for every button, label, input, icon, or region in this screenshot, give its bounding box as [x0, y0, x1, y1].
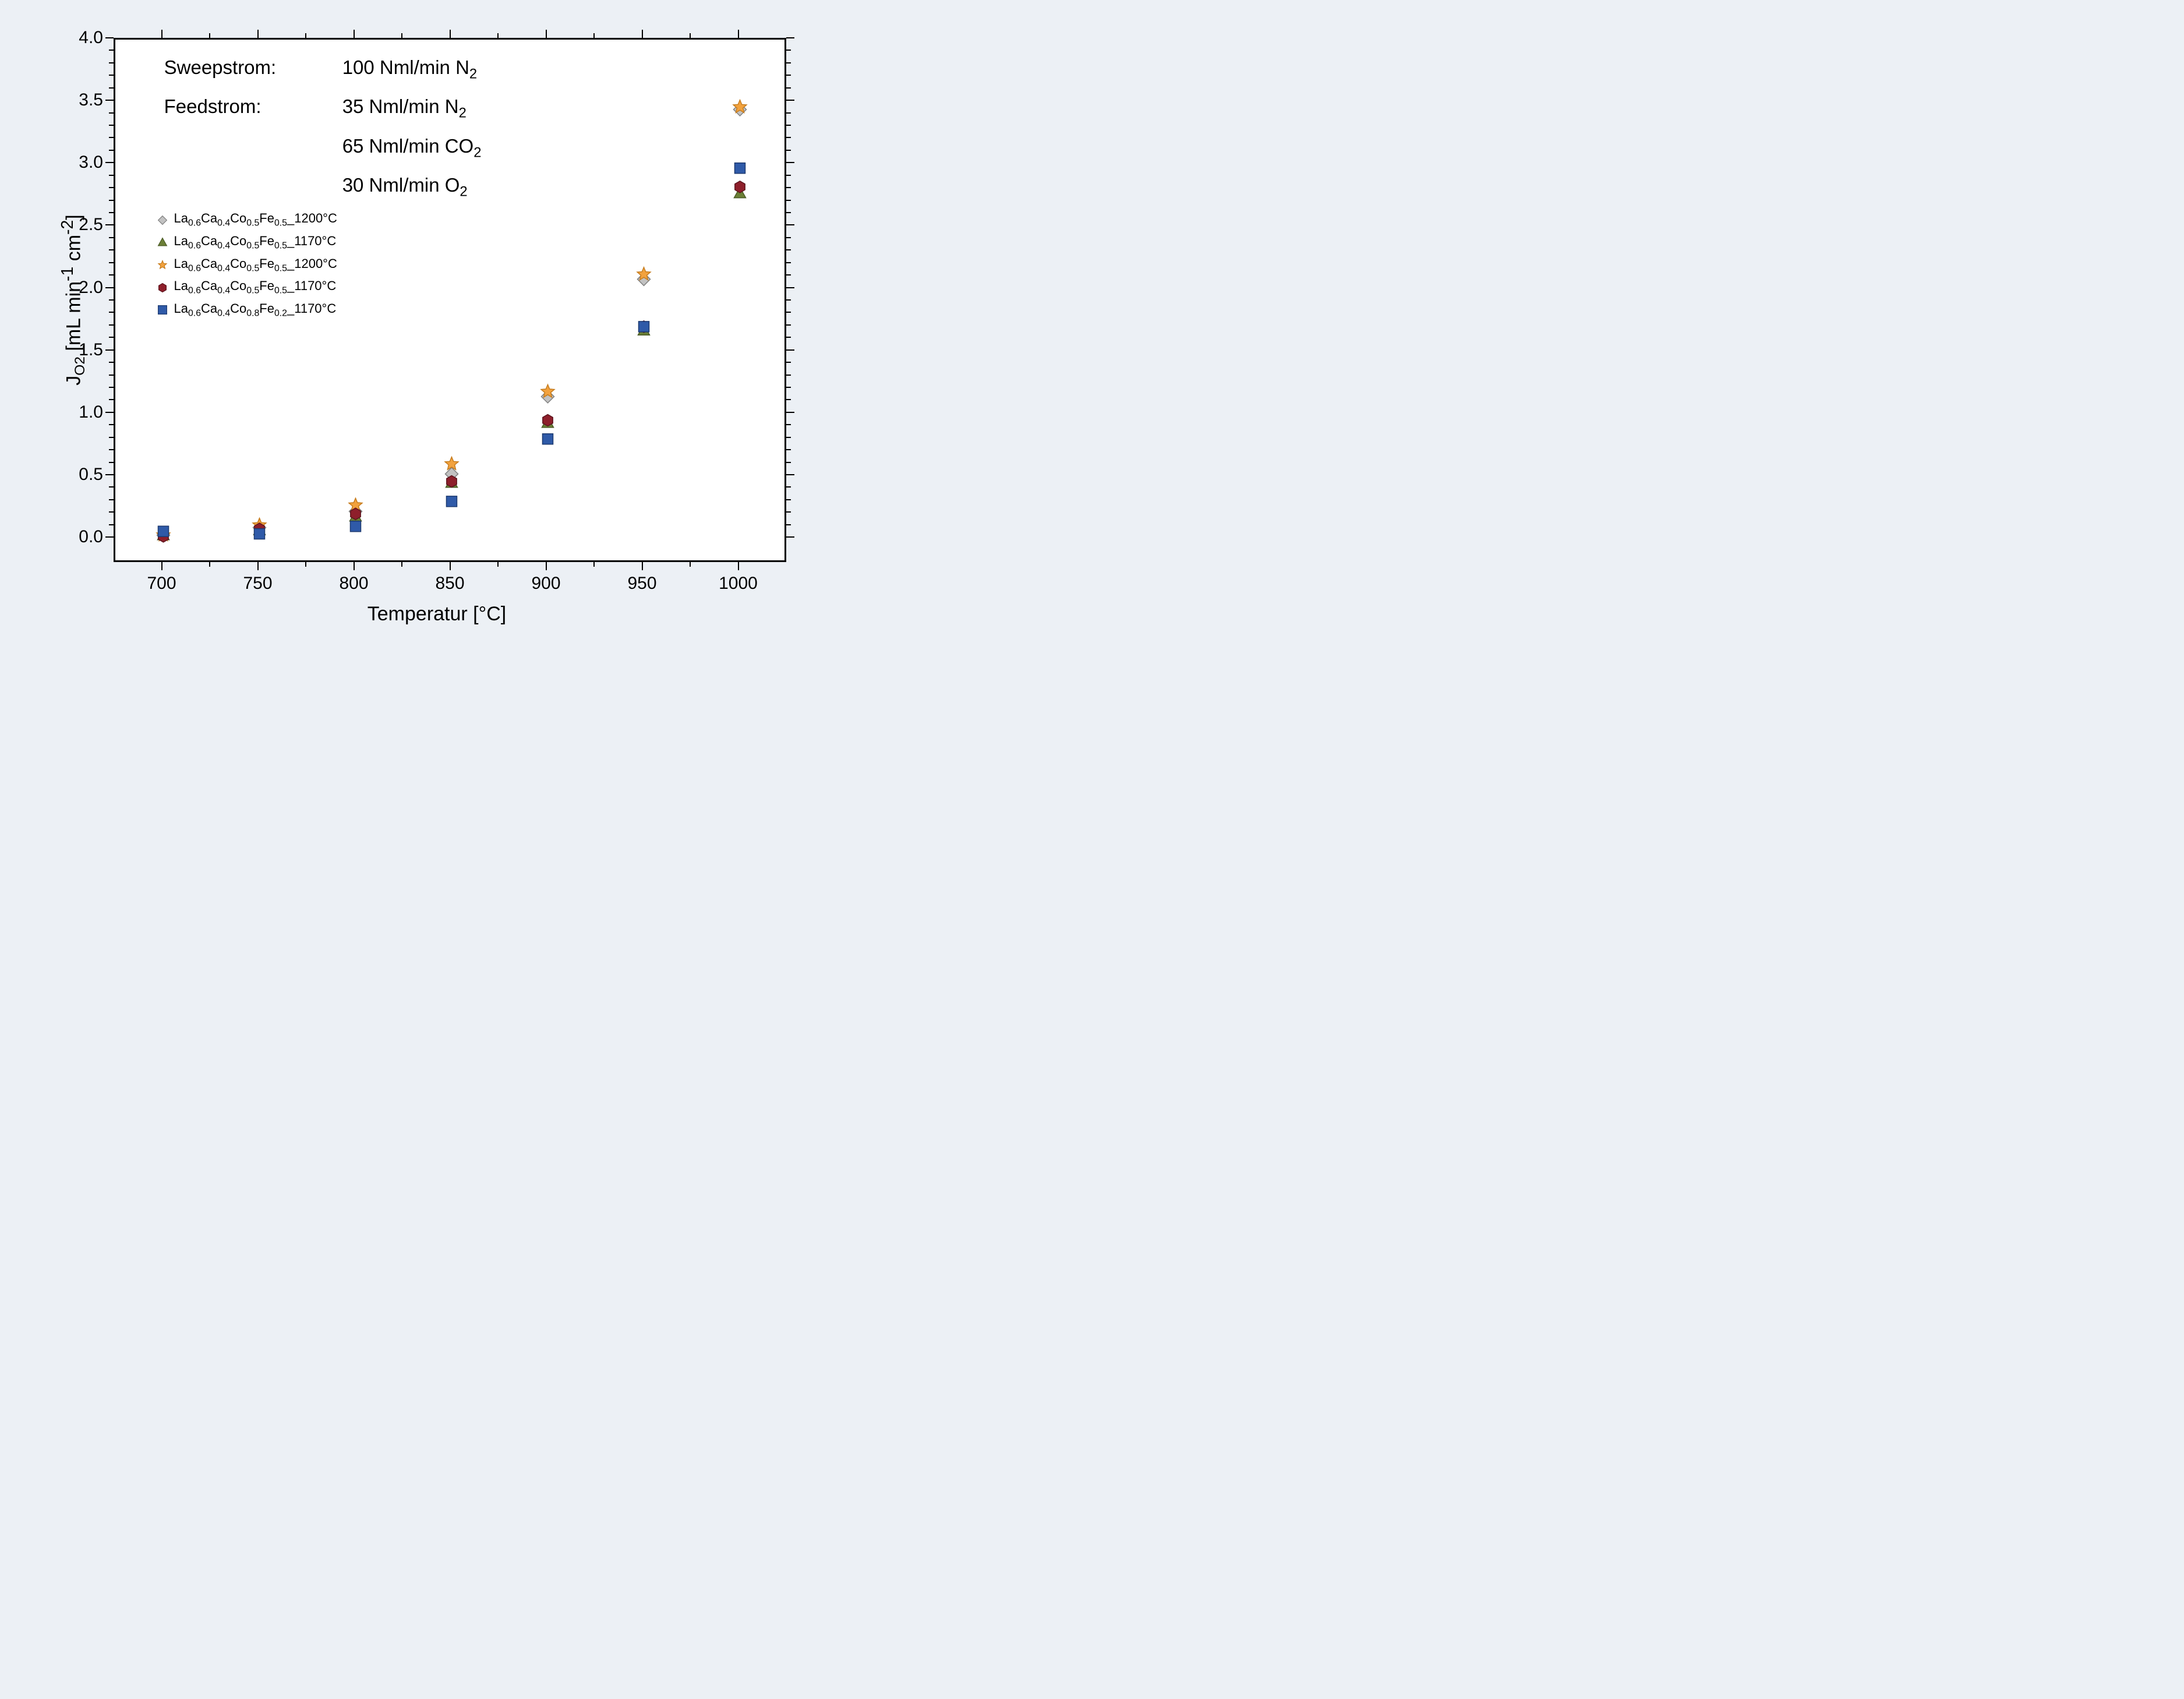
x-tick-label: 700: [147, 574, 176, 594]
legend-label: La0.6Ca0.4Co0.5Fe0.5_1170°C: [174, 234, 337, 251]
annotation-text: Sweepstrom:: [164, 56, 277, 79]
legend-label: La0.6Ca0.4Co0.8Fe0.2_1170°C: [174, 301, 337, 319]
data-point: [639, 322, 649, 332]
annotation-text: 30 Nml/min O2: [342, 174, 468, 200]
legend-label: La0.6Ca0.4Co0.5Fe0.5_1200°C: [174, 211, 337, 228]
data-point: [447, 476, 457, 488]
x-tick-label: 850: [435, 574, 464, 594]
data-point: [255, 529, 265, 539]
y-tick-label: 1.5: [68, 340, 103, 360]
data-point: [543, 434, 553, 444]
y-tick-label: 0.5: [68, 465, 103, 485]
data-point: [351, 521, 361, 532]
annotation-text: 65 Nml/min CO2: [342, 135, 482, 161]
y-tick-label: 0.0: [68, 527, 103, 547]
legend-label: La0.6Ca0.4Co0.5Fe0.5_1200°C: [174, 256, 337, 274]
y-tick-label: 2.0: [68, 278, 103, 298]
chart-container: Temperatur [°C] JO2 [mL min-1 cm-2] 7007…: [0, 0, 874, 680]
y-tick-label: 3.0: [68, 153, 103, 172]
y-tick-label: 1.0: [68, 402, 103, 422]
y-tick-label: 4.0: [68, 28, 103, 48]
x-tick-label: 950: [627, 574, 656, 594]
annotation-text: 35 Nml/min N2: [342, 96, 467, 122]
legend-label: La0.6Ca0.4Co0.5Fe0.5_1170°C: [174, 278, 337, 296]
x-tick-label: 900: [531, 574, 560, 594]
legend-item: La0.6Ca0.4Co0.5Fe0.5_1170°C: [151, 234, 337, 250]
data-point: [735, 163, 745, 174]
legend-item: La0.6Ca0.4Co0.5Fe0.5_1170°C: [151, 280, 337, 296]
x-axis-label: Temperatur [°C]: [367, 603, 506, 626]
data-point: [351, 508, 361, 520]
x-tick-label: 800: [339, 574, 368, 594]
y-tick-label: 2.5: [68, 215, 103, 235]
data-point: [158, 526, 169, 536]
x-tick-label: 750: [243, 574, 272, 594]
legend-item: La0.6Ca0.4Co0.5Fe0.5_1200°C: [151, 212, 337, 228]
annotation-text: Feedstrom:: [164, 96, 261, 118]
data-point: [543, 415, 553, 426]
data-point: [735, 181, 745, 193]
x-tick-label: 1000: [719, 574, 758, 594]
legend-item: La0.6Ca0.4Co0.8Fe0.2_1170°C: [151, 302, 337, 318]
data-point: [447, 496, 457, 507]
legend-item: La0.6Ca0.4Co0.5Fe0.5_1200°C: [151, 257, 337, 273]
annotation-text: 100 Nml/min N2: [342, 56, 477, 83]
y-tick-label: 3.5: [68, 90, 103, 110]
